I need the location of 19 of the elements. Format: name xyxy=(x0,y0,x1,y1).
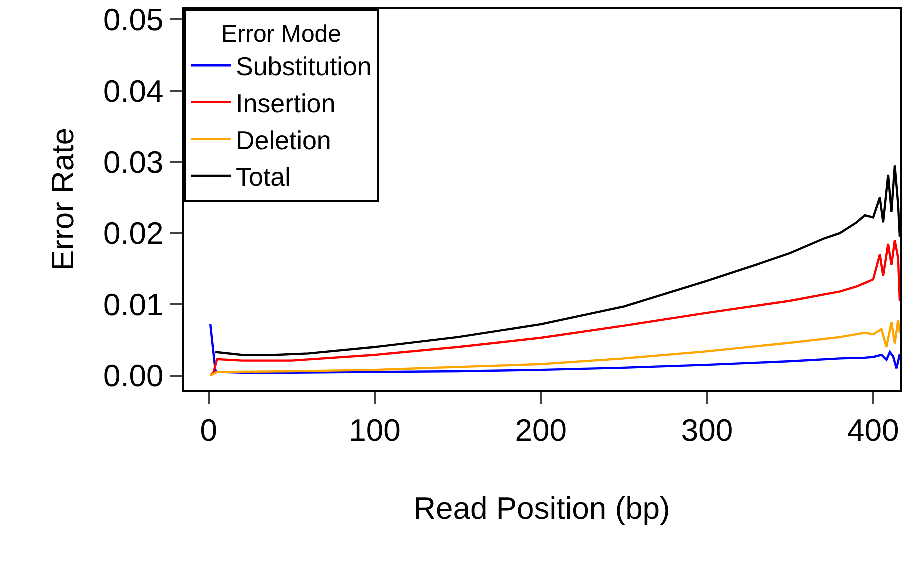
y-tick-label: 0.04 xyxy=(103,74,164,109)
y-tick-label: 0.01 xyxy=(103,287,164,322)
line-series xyxy=(209,239,900,377)
y-tick-label: 0.02 xyxy=(103,216,164,252)
x-tick-label: 400 xyxy=(848,413,900,448)
legend-label: Insertion xyxy=(236,88,336,119)
x-tick-label: 200 xyxy=(515,413,568,448)
y-tick-label: 0.03 xyxy=(103,144,164,180)
y-axis-title: Error Rate xyxy=(46,128,81,271)
x-tick-label: 0 xyxy=(200,413,218,448)
legend-label: Substitution xyxy=(236,52,372,82)
x-axis-title: Read Position (bp) xyxy=(414,490,670,526)
y-tick-label: 0.00 xyxy=(103,358,164,394)
x-tick-label: 300 xyxy=(681,413,734,448)
x-tick-label: 100 xyxy=(349,413,401,448)
legend-label: Deletion xyxy=(236,125,332,156)
legend-label: Total xyxy=(236,162,291,192)
legend-title: Error Mode xyxy=(221,21,342,48)
y-tick-label: 0.05 xyxy=(103,2,164,38)
